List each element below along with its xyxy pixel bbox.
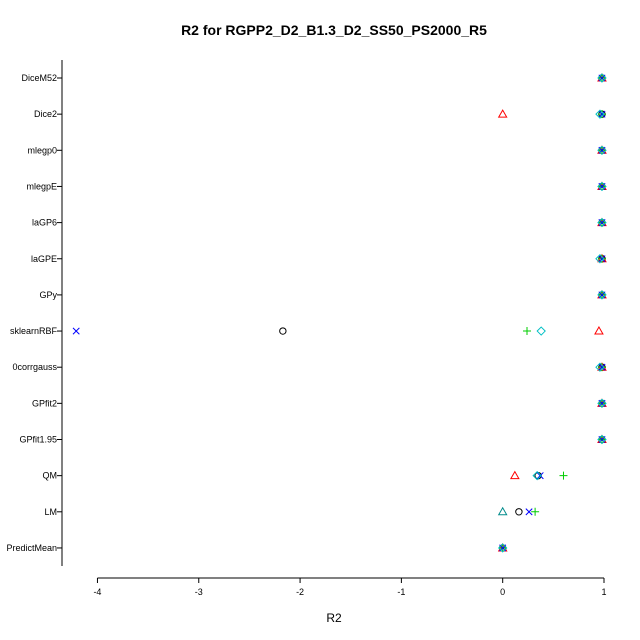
data-point-diamond xyxy=(597,290,607,300)
data-point-diamond xyxy=(536,326,546,336)
x-tick-label: -3 xyxy=(195,587,203,597)
data-point-cross xyxy=(536,472,544,480)
x-axis: -4 -3 -2 -1 0 1 xyxy=(93,577,607,597)
data-point-diamond xyxy=(597,73,607,83)
data-point-cross xyxy=(525,508,533,516)
data-point-triangle xyxy=(497,506,508,516)
y-tick-label: mlegp0 xyxy=(27,145,57,155)
y-tick-label: sklearnRBF xyxy=(10,326,58,336)
data-point-diamond xyxy=(597,217,607,228)
data-point-diamond xyxy=(597,434,607,445)
data-point-diamond xyxy=(597,145,607,156)
data-point-cross xyxy=(598,110,606,118)
y-tick-label: 0corrgauss xyxy=(12,362,57,372)
data-point-plus xyxy=(559,471,568,480)
data-point-plus xyxy=(523,327,532,336)
chart-title: R2 for RGPP2_D2_B1.3_D2_SS50_PS2000_R5 xyxy=(181,22,487,38)
data-point-diamond xyxy=(595,254,605,264)
y-tick-label: laGPE xyxy=(31,254,57,264)
data-point-diamond xyxy=(595,109,605,119)
x-tick-label: -1 xyxy=(397,587,405,597)
x-tick-label: -4 xyxy=(93,587,101,597)
data-point-circle xyxy=(279,327,287,335)
y-axis: DiceM52 Dice2 mlegp0 mlegpE laGP6 laGPE GPy skl… xyxy=(6,73,62,553)
y-tick-label: laGP6 xyxy=(32,218,57,228)
data-point-triangle xyxy=(509,470,520,480)
x-tick-label: 1 xyxy=(601,587,606,597)
y-tick-label: mlegpE xyxy=(26,181,57,191)
y-tick-label: PredictMean xyxy=(6,543,57,553)
y-tick-label: GPy xyxy=(39,290,57,300)
data-point-circle xyxy=(515,508,523,516)
data-point-diamond xyxy=(597,181,607,192)
x-axis-label: R2 xyxy=(326,611,342,625)
y-tick-label: DiceM52 xyxy=(21,73,57,83)
data-point-diamond xyxy=(532,470,542,481)
data-point-cross xyxy=(598,363,606,371)
x-tick-label: 0 xyxy=(500,587,505,597)
data-point-diamond xyxy=(597,398,607,409)
data-point-plus xyxy=(531,507,540,516)
y-tick-label: LM xyxy=(44,507,57,517)
data-point-cross xyxy=(72,327,80,335)
data-point-cross xyxy=(598,255,606,263)
y-tick-label: Dice2 xyxy=(34,109,57,119)
x-tick-label: -2 xyxy=(296,587,304,597)
y-tick-label: QM xyxy=(43,471,58,481)
data-point-triangle xyxy=(594,326,604,335)
data-points xyxy=(72,72,607,553)
y-tick-label: GPfit2 xyxy=(32,398,57,408)
data-point-triangle xyxy=(497,109,508,118)
data-point-diamond xyxy=(595,362,605,372)
y-tick-label: GPfit1.95 xyxy=(19,435,57,445)
data-point-diamond xyxy=(497,543,508,553)
